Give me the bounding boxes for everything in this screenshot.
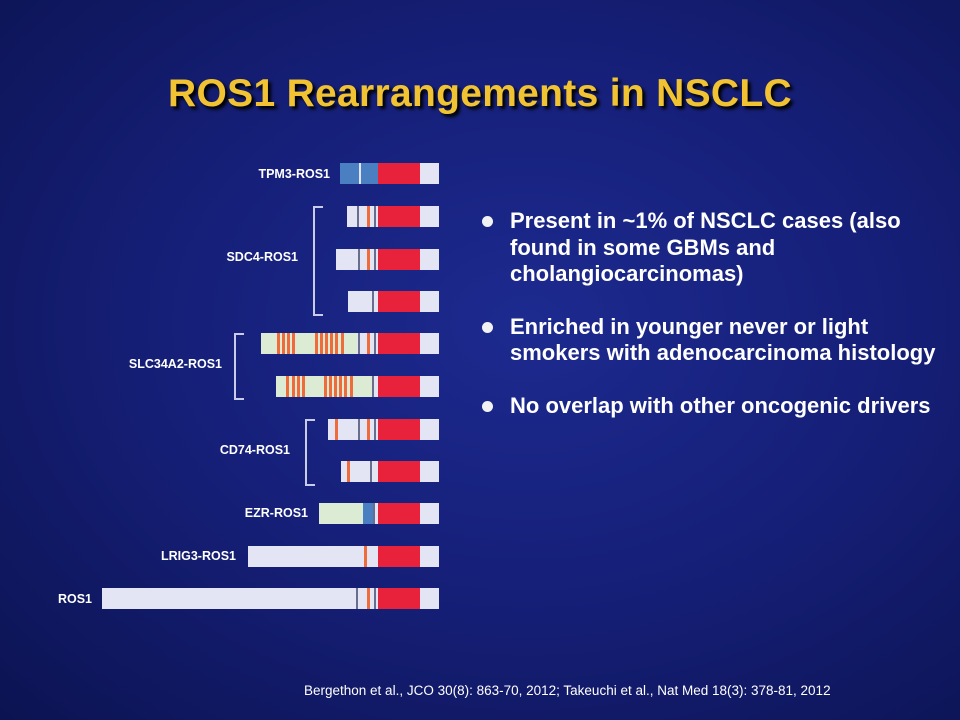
exon-boundary-line	[373, 503, 375, 524]
bullet-item: Present in ~1% of NSCLC cases (also foun…	[482, 208, 952, 288]
exon-boundary-line	[358, 333, 360, 354]
tm-stripe	[286, 376, 289, 397]
tm-stripe	[350, 376, 353, 397]
sdc4-ros1-bar-3	[348, 291, 439, 312]
exon-boundary-line	[357, 206, 359, 227]
label-cd74-ros1: CD74-ROS1	[219, 443, 290, 457]
transmembrane-domain	[367, 333, 370, 354]
tm-stripe	[324, 376, 327, 397]
cd74-ros1-bar-1	[328, 419, 439, 440]
slc34a2-partner-domain	[261, 333, 357, 354]
bullet-dot-icon	[482, 321, 493, 333]
sdc4-ros1-bar-2	[336, 249, 439, 270]
exon-boundary-line	[359, 163, 361, 184]
ros1-kinase-domain	[378, 206, 420, 227]
tm-stripe	[330, 333, 333, 354]
sdc4-ros1-bar-1	[347, 206, 439, 227]
tm-stripe	[334, 376, 337, 397]
ros1-kinase-domain	[378, 376, 420, 397]
transmembrane-domain	[367, 588, 370, 609]
transmembrane-domain	[364, 546, 367, 567]
slc34a2-ros1-bar-2	[276, 376, 439, 397]
tm-stripe	[325, 333, 328, 354]
tm-stripe	[335, 333, 338, 354]
exon-boundary-line	[374, 206, 376, 227]
exon-boundary-line	[372, 291, 374, 312]
tm-stripe	[344, 376, 347, 397]
transmembrane-domain	[367, 206, 370, 227]
tm-stripe	[302, 376, 305, 397]
ezr-blue-domain	[363, 503, 373, 524]
ros1-kinase-domain	[378, 546, 420, 567]
sdc4-bracket	[313, 206, 323, 316]
exon-boundary-line	[372, 376, 374, 397]
tm-stripe	[320, 333, 323, 354]
slide-title: ROS1 Rearrangements in NSCLC	[168, 72, 792, 115]
cd74-bracket	[305, 419, 315, 486]
bullet-text: Present in ~1% of NSCLC cases (also foun…	[510, 208, 901, 286]
ros1-kinase-domain	[378, 503, 420, 524]
transmembrane-domain	[335, 419, 338, 440]
ros1-kinase-domain	[378, 163, 420, 184]
tm-stripe	[277, 333, 280, 354]
tm-stripe	[287, 333, 290, 354]
bullet-item: Enriched in younger never or light smoke…	[482, 314, 952, 367]
ros1-kinase-domain	[378, 588, 420, 609]
bullet-text: No overlap with other oncogenic drivers	[510, 392, 931, 418]
ezr-ros1-bar	[319, 503, 439, 524]
tm-stripe	[341, 333, 344, 354]
exon-boundary-line	[358, 419, 360, 440]
tm-stripe	[292, 333, 295, 354]
exon-boundary-line	[370, 461, 372, 482]
label-ezr-ros1: EZR-ROS1	[244, 506, 308, 520]
bullet-dot-icon	[482, 400, 493, 412]
label-lrig3-ros1: LRIG3-ROS1	[160, 549, 236, 563]
ros1-kinase-domain	[378, 461, 420, 482]
bullet-item: No overlap with other oncogenic drivers	[482, 393, 952, 420]
exon-boundary-line	[374, 419, 376, 440]
tm-stripe	[329, 376, 332, 397]
exon-boundary-line	[358, 249, 360, 270]
tm-stripe	[315, 333, 318, 354]
tm-stripe	[339, 376, 342, 397]
lrig3-ros1-bar	[248, 546, 439, 567]
citation: Bergethon et al., JCO 30(8): 863-70, 201…	[304, 683, 831, 698]
label-sdc4-ros1: SDC4-ROS1	[226, 250, 298, 264]
exon-boundary-line	[374, 588, 376, 609]
ros1-kinase-domain	[378, 419, 420, 440]
label-tpm3-ros1: TPM3-ROS1	[258, 167, 330, 181]
bullet-dot-icon	[482, 216, 493, 227]
transmembrane-domain	[347, 461, 350, 482]
ros1-kinase-domain	[378, 291, 420, 312]
transmembrane-domain	[367, 419, 370, 440]
slc34a2-ros1-bar-1	[261, 333, 439, 354]
tm-stripe	[282, 333, 285, 354]
cd74-ros1-bar-2	[341, 461, 439, 482]
tm-stripe	[297, 376, 300, 397]
bullet-list: Present in ~1% of NSCLC cases (also foun…	[482, 208, 952, 445]
ros1-kinase-domain	[378, 333, 420, 354]
bullet-text: Enriched in younger never or light smoke…	[510, 313, 936, 366]
exon-boundary-line	[356, 588, 358, 609]
label-ros1: ROS1	[57, 592, 92, 606]
ros1-kinase-domain	[378, 249, 420, 270]
tpm3-ros1-bar	[340, 163, 439, 184]
exon-boundary-line	[374, 249, 376, 270]
label-slc34a2-ros1: SLC34A2-ROS1	[128, 357, 222, 371]
ezr-partner-domain	[319, 503, 363, 524]
transmembrane-domain	[367, 249, 370, 270]
slc34a2-bracket	[234, 333, 244, 400]
tm-stripe	[292, 376, 295, 397]
exon-boundary-line	[374, 333, 376, 354]
ros1-wildtype-bar	[102, 588, 439, 609]
